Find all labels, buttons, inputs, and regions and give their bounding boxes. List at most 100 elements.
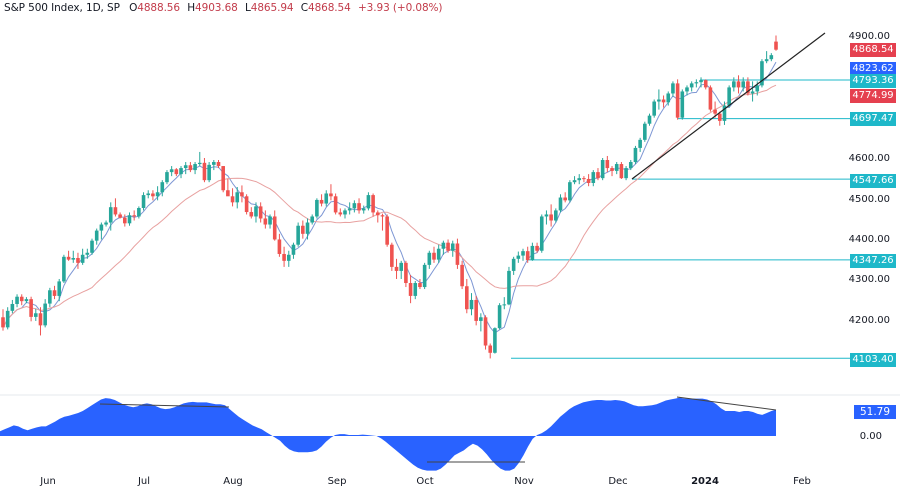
candle <box>141 192 146 211</box>
candle <box>216 160 221 169</box>
close-label: C <box>300 2 308 14</box>
time-label: Sep <box>327 476 347 487</box>
candle <box>48 287 52 308</box>
ohlc-legend: S&P 500 Index, 1D, SP O4888.56 H4903.68 … <box>4 2 443 14</box>
candle <box>404 260 408 288</box>
high-value: 4903.68 <box>195 2 238 14</box>
candle <box>15 294 19 308</box>
candle <box>483 315 488 350</box>
candle <box>432 246 436 263</box>
candle <box>699 77 703 88</box>
candle <box>71 250 76 263</box>
candle <box>357 198 361 214</box>
oscillator-zero-tick: 0.00 <box>859 431 882 442</box>
candle <box>315 198 319 219</box>
candle <box>746 77 750 96</box>
candle <box>240 185 244 203</box>
price-tag: 4697.47 <box>850 112 896 126</box>
candle <box>85 248 90 259</box>
candle <box>502 297 507 310</box>
candle <box>633 145 638 165</box>
candle <box>465 278 469 314</box>
candle <box>76 252 80 269</box>
ma-fast-line <box>2 61 777 334</box>
time-label: Jun <box>40 476 56 487</box>
trendline <box>631 32 826 180</box>
candle <box>169 166 174 177</box>
candle <box>179 166 183 179</box>
candle <box>516 251 521 263</box>
candle <box>722 101 727 125</box>
candlesticks <box>1 35 778 359</box>
candle <box>66 250 71 261</box>
candle <box>563 192 567 203</box>
price-tick-4300: 4300.00 <box>848 274 890 285</box>
candle <box>90 238 94 255</box>
time-label: Nov <box>514 476 534 487</box>
candle <box>193 162 197 175</box>
candle <box>333 193 338 215</box>
candle <box>671 81 675 97</box>
candle <box>5 307 10 330</box>
candle <box>113 198 118 217</box>
candle <box>390 242 394 271</box>
moving-averages <box>2 61 777 334</box>
candle <box>62 254 66 284</box>
candle <box>680 89 685 120</box>
candle <box>572 176 577 185</box>
divergence-line[interactable] <box>676 396 777 411</box>
candle <box>675 79 680 120</box>
candle <box>254 202 258 223</box>
candle <box>558 194 563 213</box>
symbol-title: S&P 500 Index, 1D, SP <box>4 2 120 14</box>
divergence-line[interactable] <box>99 403 230 408</box>
candle <box>525 246 530 263</box>
candle <box>769 53 774 62</box>
candle <box>319 194 324 207</box>
candle <box>460 260 464 290</box>
candle <box>628 160 633 171</box>
candle <box>263 210 268 229</box>
candle <box>727 85 731 108</box>
change-value: +3.93 (+0.08%) <box>357 2 443 14</box>
candle <box>244 194 249 215</box>
ma-slow-line <box>2 84 777 328</box>
time-label: Dec <box>608 476 628 487</box>
candle <box>497 303 502 330</box>
price-tag: 4774.99 <box>850 89 896 103</box>
candle <box>530 242 535 261</box>
open-value: 4888.56 <box>137 2 180 14</box>
candle <box>305 218 310 240</box>
candle <box>488 343 493 359</box>
candle <box>277 233 282 257</box>
candle <box>521 248 525 261</box>
open-label: O <box>129 2 138 14</box>
candle <box>296 222 300 247</box>
candle <box>399 260 404 279</box>
candle <box>347 202 352 215</box>
candle <box>371 193 375 217</box>
price-tick-4500: 4500.00 <box>848 194 890 205</box>
candle <box>638 137 642 152</box>
candle <box>446 239 450 253</box>
candle <box>165 170 169 185</box>
candle <box>197 151 202 167</box>
price-tag: 4547.66 <box>850 174 896 188</box>
candle <box>591 170 596 187</box>
candle <box>24 297 29 304</box>
time-label: Aug <box>223 476 243 487</box>
candle <box>1 309 5 331</box>
price-tick-4900: 4900.00 <box>848 31 890 42</box>
price-tag: 4103.40 <box>850 353 896 367</box>
price-tag: 4793.36 <box>850 74 896 88</box>
candle <box>80 248 85 265</box>
support-trendline[interactable] <box>631 32 826 180</box>
candle <box>174 168 179 177</box>
candle <box>413 280 418 300</box>
candle <box>361 205 366 214</box>
candle <box>202 157 207 183</box>
candle <box>343 208 347 219</box>
candle <box>29 296 33 322</box>
candle <box>469 293 474 316</box>
